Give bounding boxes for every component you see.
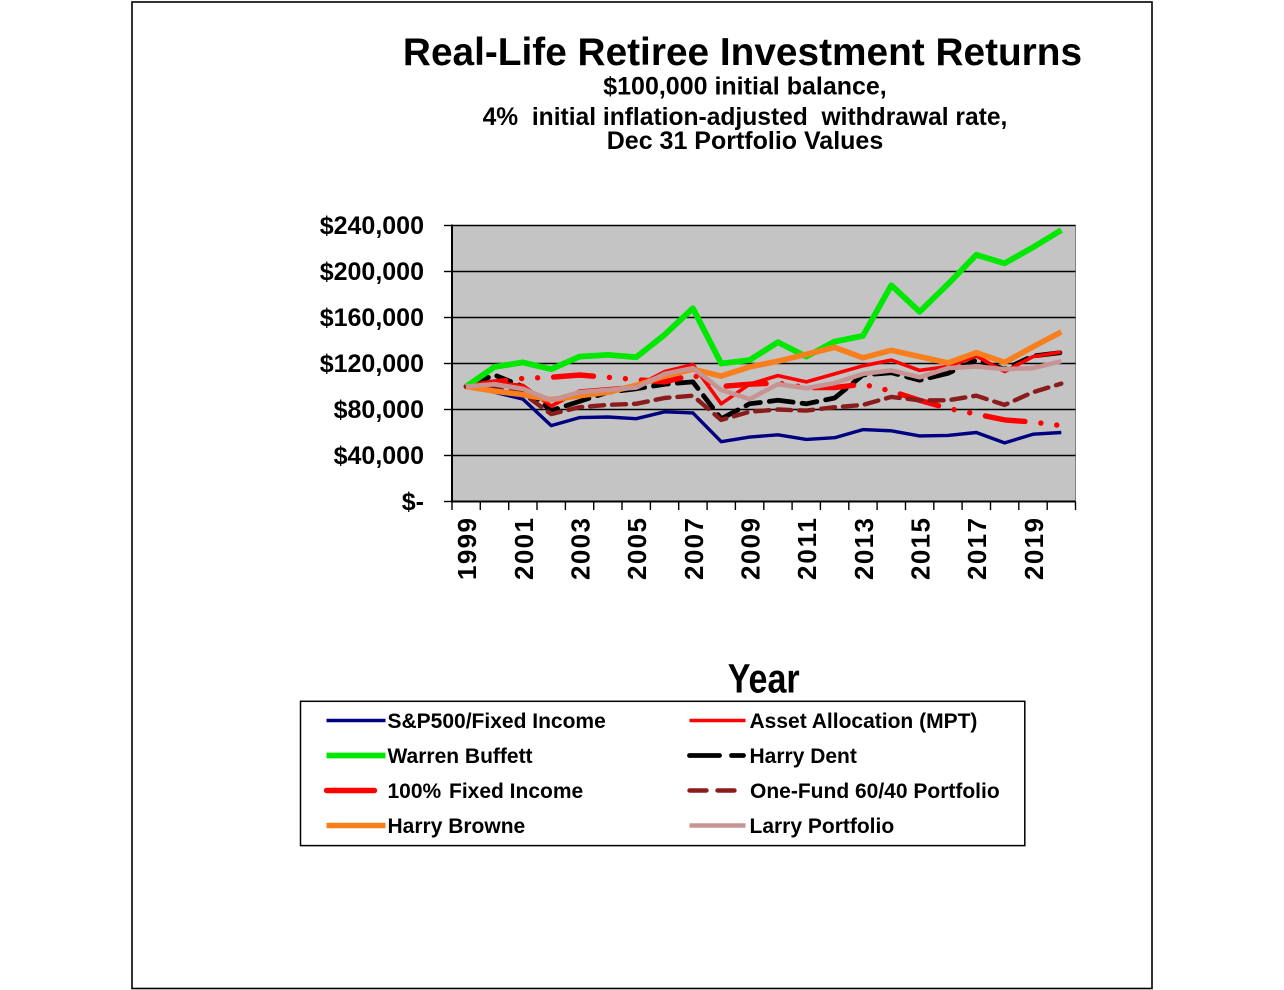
svg-text:One-Fund 60/40 Portfolio: One-Fund 60/40 Portfolio	[750, 780, 1000, 803]
svg-text:2003: 2003	[565, 518, 595, 580]
svg-text:Harry Browne: Harry Browne	[388, 815, 526, 838]
svg-text:$80,000: $80,000	[334, 396, 424, 424]
svg-text:Asset Allocation (MPT): Asset Allocation (MPT)	[750, 710, 978, 733]
svg-text:Year: Year	[728, 656, 800, 702]
svg-text:$160,000: $160,000	[320, 304, 424, 332]
svg-text:Larry Portfolio: Larry Portfolio	[750, 815, 895, 838]
svg-text:S&P500/Fixed Income: S&P500/Fixed Income	[388, 710, 606, 733]
svg-text:$240,000: $240,000	[320, 212, 424, 240]
svg-text:$200,000: $200,000	[320, 258, 424, 286]
svg-text:Fixed Income: Fixed Income	[449, 780, 583, 803]
svg-text:2001: 2001	[509, 518, 539, 580]
svg-text:Real-Life Retiree Investment R: Real-Life Retiree Investment Returns	[403, 31, 1082, 74]
svg-text:$-: $-	[402, 488, 424, 516]
svg-text:4% initial inflation-adjusted: 4% initial inflation-adjusted withdrawal…	[483, 104, 1008, 131]
svg-text:Warren Buffett: Warren Buffett	[388, 745, 533, 768]
svg-text:Harry Dent: Harry Dent	[750, 745, 857, 768]
svg-text:100%: 100%	[388, 780, 442, 803]
svg-text:2019: 2019	[1019, 518, 1049, 580]
svg-text:2013: 2013	[849, 518, 879, 580]
svg-text:$100,000 initial balance,: $100,000 initial balance,	[603, 72, 887, 100]
svg-text:1999: 1999	[452, 518, 482, 580]
svg-text:2017: 2017	[962, 518, 992, 580]
svg-text:2009: 2009	[736, 518, 766, 580]
svg-text:2015: 2015	[906, 518, 936, 580]
svg-text:2005: 2005	[622, 518, 652, 580]
svg-text:$120,000: $120,000	[320, 350, 424, 378]
svg-text:$40,000: $40,000	[334, 442, 424, 470]
svg-text:2007: 2007	[679, 518, 709, 580]
svg-text:Dec 31 Portfolio Values: Dec 31 Portfolio Values	[607, 127, 884, 155]
